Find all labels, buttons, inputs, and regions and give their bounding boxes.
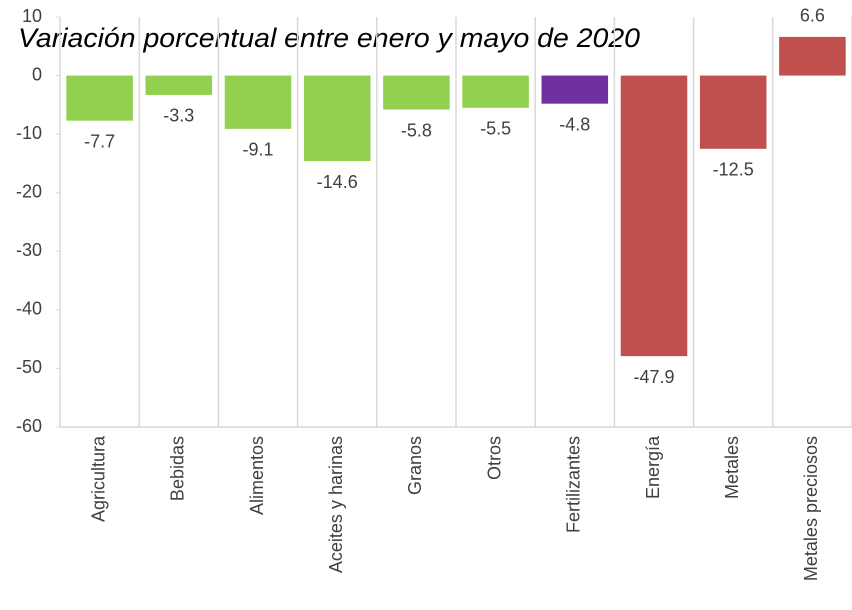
x-tick-label: Granos <box>405 436 425 495</box>
data-label: -3.3 <box>163 106 194 126</box>
data-label: -12.5 <box>713 160 754 180</box>
data-label: -14.6 <box>317 172 358 192</box>
bar <box>145 75 213 95</box>
bar <box>541 75 609 104</box>
bar <box>224 75 292 129</box>
x-tick-label: Aceites y harinas <box>326 436 346 573</box>
y-tick-label: -20 <box>16 181 42 201</box>
bar <box>699 75 767 149</box>
data-label: -9.1 <box>242 140 273 160</box>
data-label: -5.5 <box>480 119 511 139</box>
data-label: -47.9 <box>633 367 674 387</box>
x-tick-label: Otros <box>484 436 504 480</box>
bar <box>620 75 688 357</box>
y-tick-label: 10 <box>22 6 42 26</box>
bar <box>383 75 450 110</box>
data-label: -4.8 <box>559 114 590 134</box>
y-tick-label: -50 <box>16 357 42 377</box>
bar <box>66 75 133 121</box>
data-label: -5.8 <box>401 120 432 140</box>
x-tick-label: Energía <box>643 435 663 499</box>
y-tick-label: -30 <box>16 240 42 260</box>
x-tick-label: Alimentos <box>247 436 267 515</box>
y-tick-label: 0 <box>32 64 42 84</box>
x-tick-label: Bebidas <box>168 436 188 501</box>
x-tick-label: Fertilizantes <box>564 436 584 533</box>
bar <box>462 75 529 108</box>
x-tick-label: Metales preciosos <box>801 436 821 581</box>
y-tick-label: -40 <box>16 299 42 319</box>
chart-title: Variación porcentual entre enero y mayo … <box>18 23 640 53</box>
y-tick-label: -60 <box>16 416 42 436</box>
bar <box>303 75 371 162</box>
data-label: -7.7 <box>84 131 115 151</box>
y-tick-label: -10 <box>16 123 42 143</box>
data-label: 6.6 <box>800 6 825 26</box>
bar <box>779 36 846 76</box>
x-tick-label: Agricultura <box>88 435 108 522</box>
x-tick-label: Metales <box>722 436 742 499</box>
